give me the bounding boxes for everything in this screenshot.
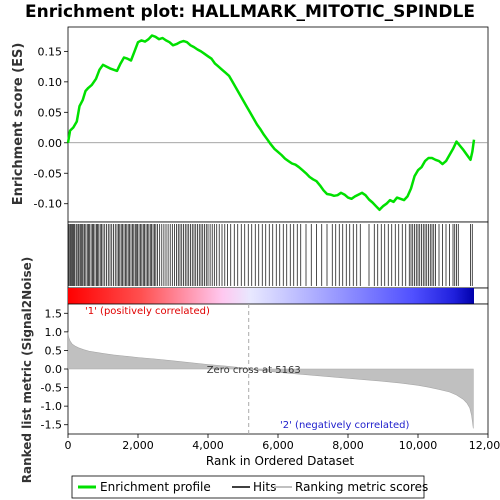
legend-hits-label: Hits <box>253 480 276 494</box>
metric-y-tick-label: -0.5 <box>41 382 62 395</box>
es-y-tick-label: 0.00 <box>38 137 63 150</box>
metric-y-axis-label: Ranked list metric (Signal2Noise) <box>20 257 34 484</box>
metric-y-tick-label: 1.0 <box>45 326 63 339</box>
metric-y-tick-label: 0.5 <box>45 344 63 357</box>
rank-color-bar <box>68 288 474 304</box>
es-y-tick-label: 0.15 <box>38 45 63 58</box>
x-tick-label: 2,000 <box>122 439 154 452</box>
x-tick-label: 6,000 <box>262 439 294 452</box>
es-y-tick-label: 0.10 <box>38 76 63 89</box>
es-y-axis: 0.15 0.10 0.05 0.00 -0.05 -0.10 <box>34 45 68 211</box>
x-axis-label: Rank in Ordered Dataset <box>206 454 354 468</box>
x-tick-label: 8,000 <box>332 439 364 452</box>
metric-y-tick-label: -1.0 <box>41 400 62 413</box>
es-y-axis-label: Enrichment score (ES) <box>11 43 26 206</box>
legend-profile-label: Enrichment profile <box>100 480 211 494</box>
es-panel-frame <box>67 26 489 223</box>
negative-correlation-label: '2' (negatively correlated) <box>280 420 409 431</box>
metric-y-tick-label: 1.5 <box>45 307 63 320</box>
hits-barcode <box>68 224 473 286</box>
x-tick-label: 0 <box>65 439 72 452</box>
x-tick-label: 10,000 <box>399 439 438 452</box>
legend-metric-label: Ranking metric scores <box>295 480 428 494</box>
metric-y-axis: 1.5 1.0 0.5 0.0 -0.5 -1.0 -1.5 <box>41 307 68 432</box>
chart-title: Enrichment plot: HALLMARK_MITOTIC_SPINDL… <box>25 2 475 22</box>
es-y-tick-label: 0.05 <box>38 106 63 119</box>
zero-cross-label: Zero cross at 5163 <box>207 365 301 376</box>
es-y-tick-label: -0.05 <box>34 167 62 180</box>
positive-correlation-label: '1' (positively correlated) <box>85 306 210 317</box>
es-y-tick-label: -0.10 <box>34 198 62 211</box>
x-tick-label: 4,000 <box>192 439 224 452</box>
metric-y-tick-label: -1.5 <box>41 419 62 432</box>
metric-y-tick-label: 0.0 <box>45 363 63 376</box>
x-axis: 0 2,000 4,000 6,000 8,000 10,000 12,000 <box>65 434 500 452</box>
enrichment-profile-line <box>66 34 476 212</box>
ranking-metric-area <box>67 331 474 429</box>
x-tick-label: 12,000 <box>469 439 500 452</box>
